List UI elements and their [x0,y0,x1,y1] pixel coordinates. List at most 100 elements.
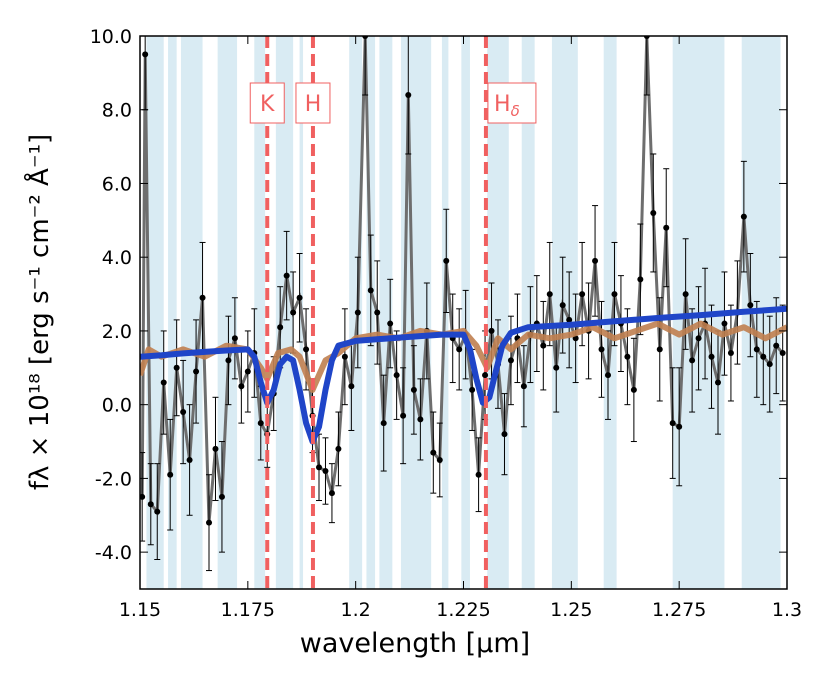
data-point [747,302,754,309]
line-label-box [487,82,537,124]
shaded-region [521,36,535,589]
data-point [296,294,303,301]
x-tick-label: 1.3 [772,599,802,621]
data-point [637,276,644,283]
shaded-region [487,36,509,589]
data-point [410,386,417,393]
data-point [147,501,154,508]
data-point [393,372,400,379]
data-point [546,291,553,298]
shaded-region [275,36,294,589]
data-point [231,335,238,342]
y-tick-label: -2.0 [95,468,132,490]
line-label: Hδ [494,92,520,120]
data-point [579,291,586,298]
data-point [316,464,323,471]
data-point [244,368,251,375]
data-point [727,350,734,357]
data-point [604,372,611,379]
data-point [354,309,361,316]
x-tick-label: 1.15 [119,599,161,621]
data-point [456,346,463,353]
data-point [417,416,424,423]
data-point [186,456,193,463]
data-point [193,368,200,375]
data-point [520,383,527,390]
y-tick-label: 4.0 [102,247,132,269]
data-point [630,386,637,393]
data-point [387,320,394,327]
data-point [656,346,663,353]
data-point [328,490,335,497]
data-point [218,493,225,500]
data-point [572,335,579,342]
shaded-region [254,36,266,589]
data-point [676,423,683,430]
data-point [773,342,780,349]
line-label-subscript: δ [511,102,520,120]
data-point [682,291,689,298]
data-point [624,353,631,360]
data-point [348,383,355,390]
data-point [212,445,219,452]
y-tick-label: 8.0 [102,100,132,122]
data-point [611,291,618,298]
data-point [335,445,342,452]
line-label-box [249,82,285,124]
data-point [760,353,767,360]
model-line [140,305,787,445]
x-axis-label: wavelength [μm] [300,628,530,659]
data-point [507,357,514,364]
shaded-region [180,36,203,589]
line-label: H [305,92,322,117]
x-tick-label: 1.25 [550,599,592,621]
data-point [488,327,495,334]
data-point [553,364,560,371]
shaded-region [603,36,617,589]
data-point [766,361,773,368]
data-point [740,213,747,220]
x-tick-label: 1.225 [436,599,490,621]
data-point [140,493,146,500]
data-point [650,209,657,216]
line-label-text: H [305,92,322,117]
line-label-text: H [494,92,511,117]
y-tick-label: -4.0 [95,542,132,564]
data-point [443,257,450,264]
data-point [592,257,599,264]
data-point [173,364,180,371]
data-point [199,294,206,301]
data-point [341,353,348,360]
data-point [469,386,476,393]
data-point [167,471,174,478]
data-point [430,449,437,456]
plot-area [140,36,787,589]
data-point [501,431,508,438]
overlay: K H Hδ1.15 1.175 1.2 1.225 1.25 1.275 1.3-4.0-2.… [90,26,802,621]
data-point [225,357,232,364]
data-point [290,309,297,316]
shaded-region [217,36,238,589]
data-point [714,379,721,386]
data-point [695,335,702,342]
data-point [482,372,489,379]
data-point [154,508,161,515]
y-tick-label: 0.0 [102,395,132,417]
x-tick-label: 1.175 [221,599,275,621]
data-point [559,302,566,309]
x-tick-label: 1.275 [652,599,706,621]
data-point [380,420,387,427]
line-label-box [295,82,331,124]
data-point [238,383,245,390]
y-tick-label: 6.0 [102,173,132,195]
data-point [779,350,786,357]
data-point [475,471,482,478]
data-point [566,316,573,323]
data-point [669,420,676,427]
y-tick-label: 10.0 [90,26,132,48]
data-point [303,346,310,353]
line-label: K [260,92,275,117]
data-point [160,379,167,386]
y-axis-label: fλ × 10¹⁸ [erg s⁻¹ cm⁻² Å⁻¹] [23,134,55,490]
